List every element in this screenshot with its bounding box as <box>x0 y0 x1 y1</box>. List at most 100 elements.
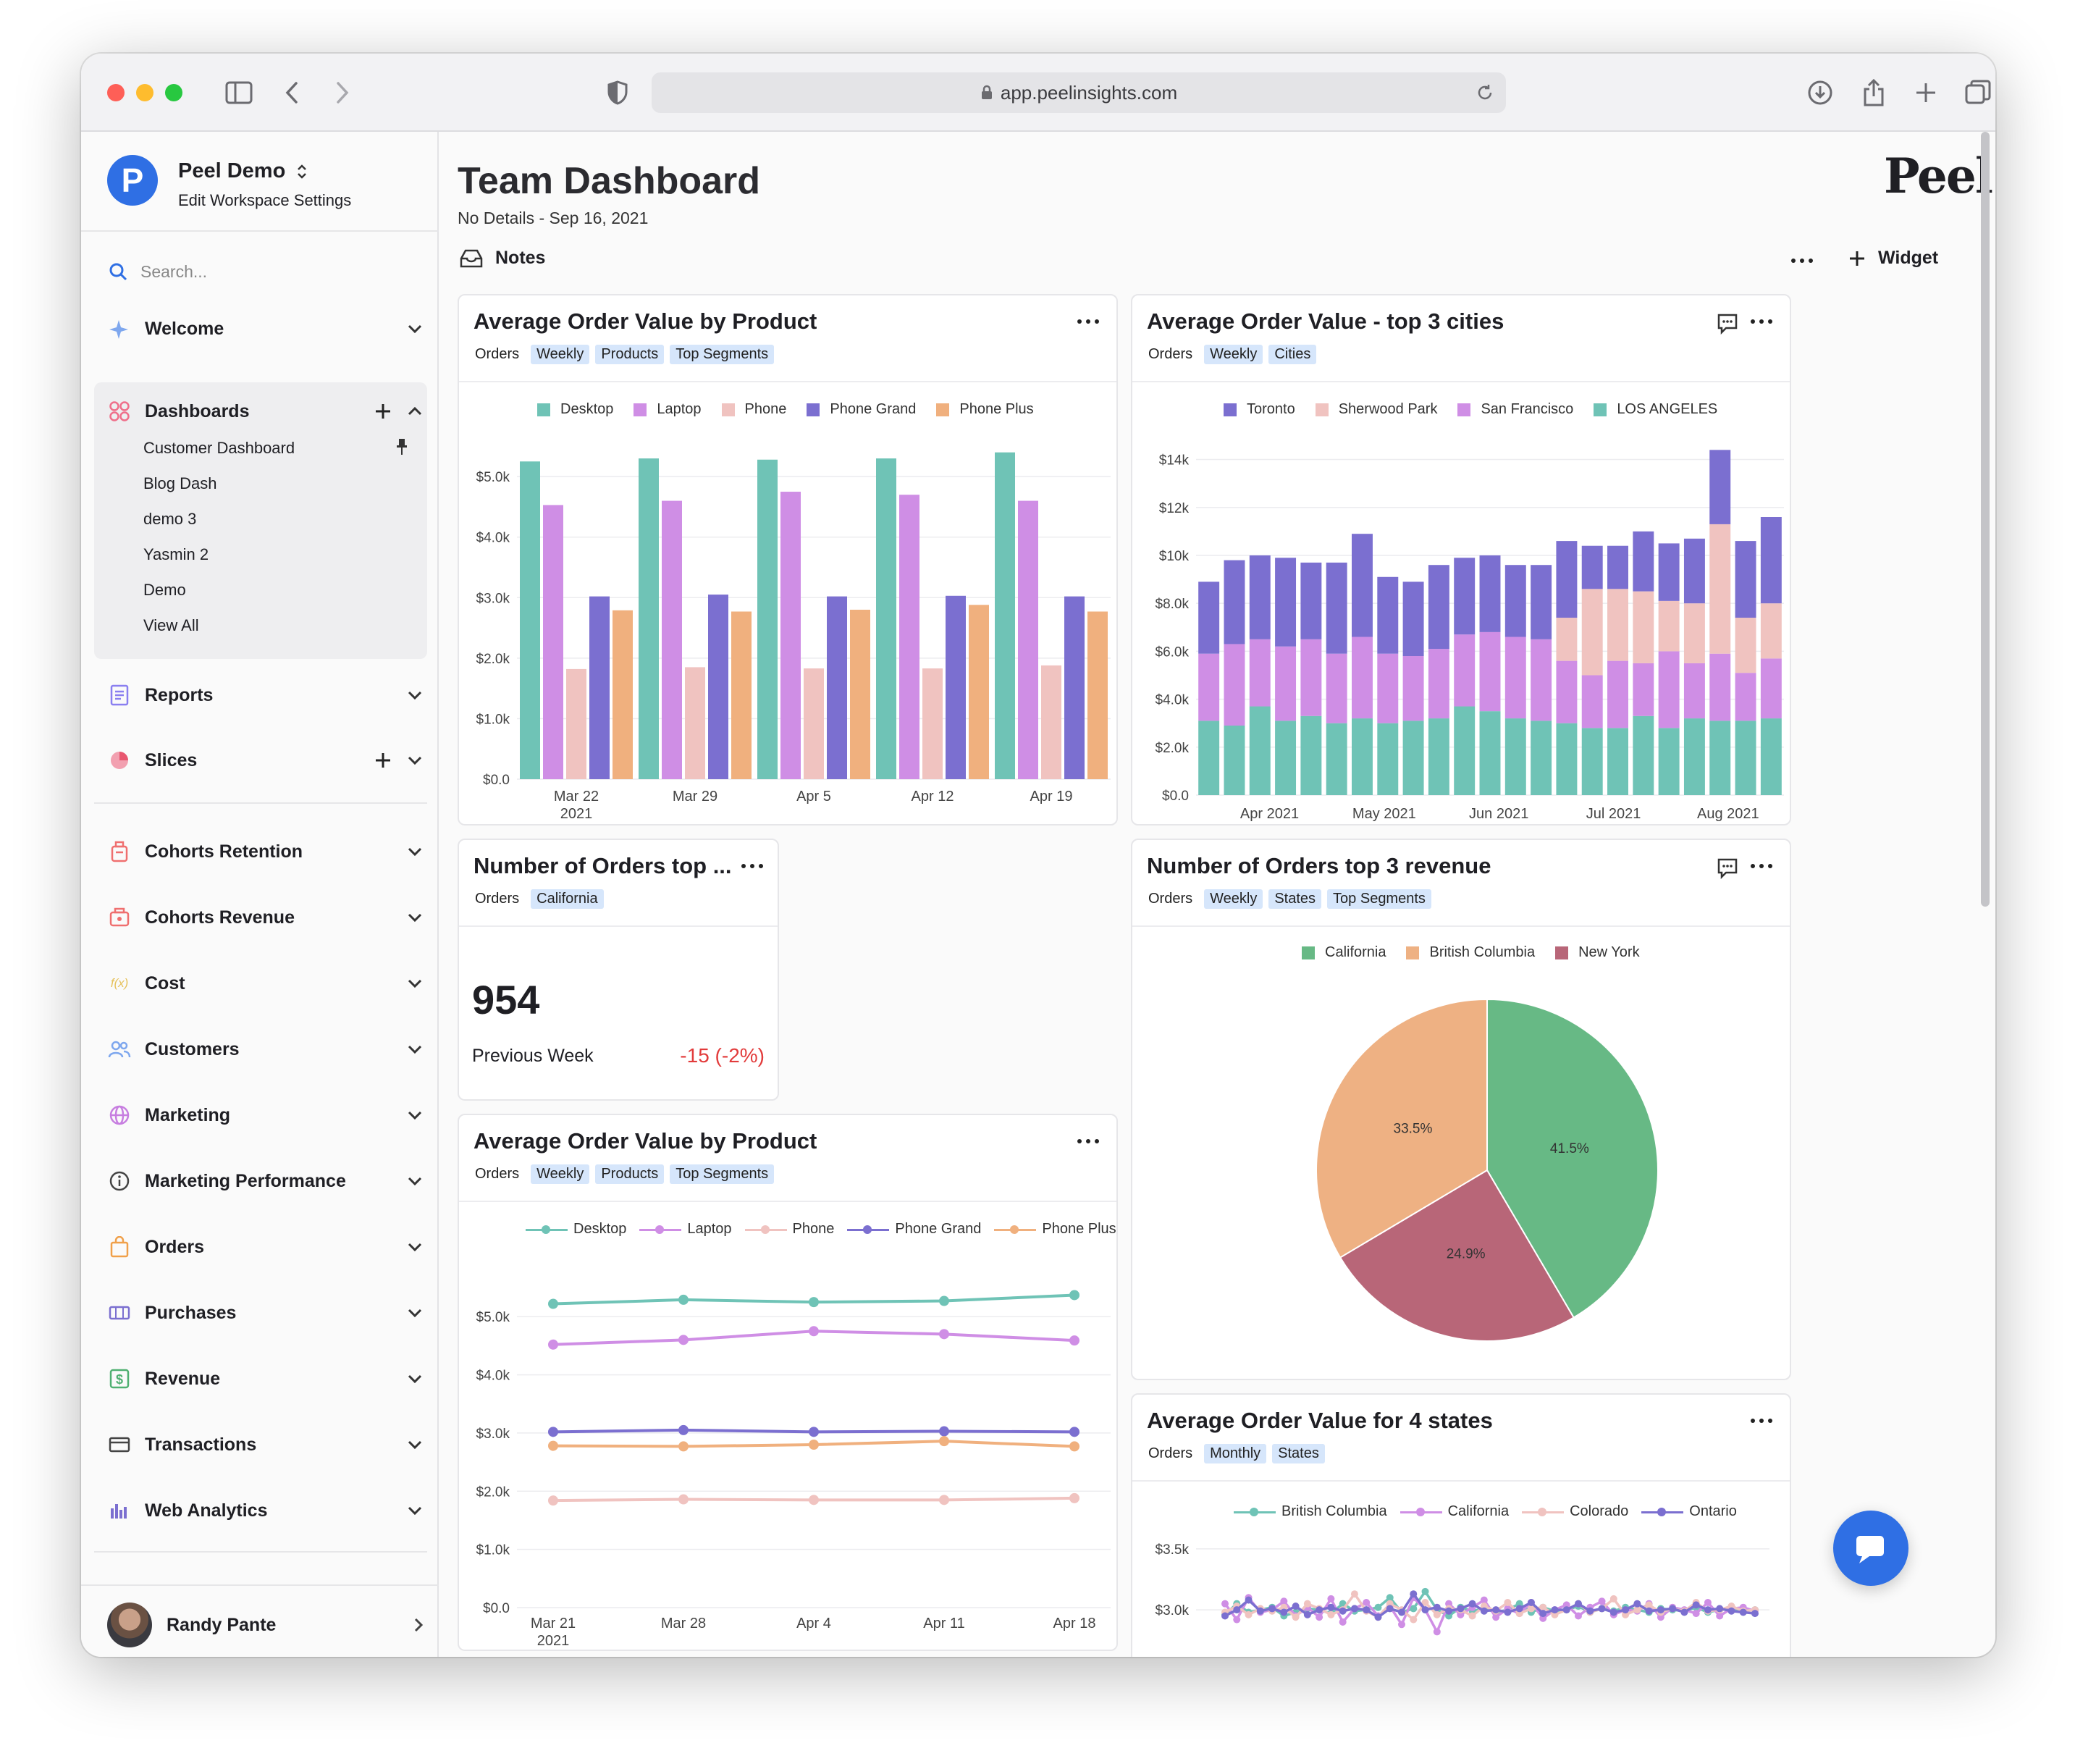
legend-item[interactable]: Colorado <box>1522 1503 1628 1520</box>
nav-marketing-performance[interactable]: Marketing Performance <box>107 1161 426 1201</box>
nav-reports[interactable]: Reports <box>107 675 426 715</box>
add-widget-button[interactable]: Widget <box>1848 248 1938 269</box>
chevron-down-icon[interactable] <box>404 1104 426 1126</box>
privacy-shield-icon[interactable] <box>605 78 630 107</box>
nav-cohorts-revenue[interactable]: Cohorts Revenue <box>107 897 426 938</box>
dashboard-item-demo-3[interactable]: demo 3 <box>143 510 197 528</box>
nav-cost[interactable]: f(x) Cost <box>107 963 426 1004</box>
legend-item[interactable]: Desktop <box>537 401 613 418</box>
comment-icon[interactable] <box>1716 313 1739 335</box>
sidebar-toggle-icon[interactable] <box>223 78 255 107</box>
chevron-down-icon[interactable] <box>404 684 426 706</box>
legend-item[interactable]: LOS ANGELES <box>1594 401 1717 418</box>
nav-web-analytics[interactable]: Web Analytics <box>107 1490 426 1531</box>
chevron-down-icon[interactable] <box>404 907 426 928</box>
stacked-bar-san-francisco <box>1658 651 1680 728</box>
chat-support-button[interactable] <box>1833 1511 1908 1586</box>
y-tick-label: $0.0 <box>1162 789 1189 804</box>
user-menu[interactable]: Randy Pante <box>107 1602 426 1648</box>
pin-icon[interactable] <box>395 437 408 456</box>
dashboard-more-button[interactable] <box>1791 253 1820 268</box>
chevron-down-icon[interactable] <box>404 1038 426 1060</box>
search-input[interactable]: Search... <box>109 253 420 290</box>
chevron-down-icon[interactable] <box>404 1434 426 1456</box>
chevron-down-icon[interactable] <box>404 1368 426 1390</box>
chevron-down-icon[interactable] <box>404 841 426 862</box>
legend-item[interactable]: California <box>1302 944 1386 961</box>
dashboard-item-customer-dashboard[interactable]: Customer Dashboard <box>143 439 295 457</box>
legend-item[interactable]: California <box>1400 1503 1509 1520</box>
legend-item[interactable]: Phone Grand <box>807 401 916 418</box>
nav-revenue[interactable]: $ Revenue <box>107 1358 426 1399</box>
chevron-down-icon[interactable] <box>404 1236 426 1258</box>
add-icon[interactable] <box>374 402 392 421</box>
stacked-bar-toronto <box>1683 538 1705 604</box>
legend-item[interactable]: Phone <box>721 401 786 418</box>
edit-workspace-settings-link[interactable]: Edit Workspace Settings <box>178 191 352 209</box>
legend-item[interactable]: Phone Plus <box>994 1221 1116 1238</box>
legend-item[interactable]: British Columbia <box>1234 1503 1387 1520</box>
legend-item[interactable]: Sherwood Park <box>1315 401 1437 418</box>
nav-dashboards[interactable]: Dashboards <box>107 391 426 432</box>
back-icon[interactable] <box>281 78 303 107</box>
nav-cohorts-retention[interactable]: Cohorts Retention <box>107 831 426 872</box>
bar-desktop <box>995 452 1015 779</box>
maximize-window-button[interactable] <box>165 84 182 101</box>
nav-customers[interactable]: Customers <box>107 1029 426 1070</box>
line-point <box>1398 1608 1405 1616</box>
dashboard-item-view-all[interactable]: View All <box>143 616 199 634</box>
nav-welcome[interactable]: Welcome <box>107 308 426 349</box>
widget-more-button[interactable] <box>1077 1134 1106 1148</box>
dashboard-item-yasmin-2[interactable]: Yasmin 2 <box>143 545 209 563</box>
workspace-logo[interactable]: P <box>107 155 158 206</box>
line-point <box>1457 1605 1465 1613</box>
forward-icon[interactable] <box>332 78 353 107</box>
share-icon[interactable] <box>1859 78 1888 107</box>
chevron-down-icon[interactable] <box>404 1170 426 1192</box>
close-window-button[interactable] <box>107 84 125 101</box>
dashboard-item-blog-dash[interactable]: Blog Dash <box>143 474 217 492</box>
nav-slices[interactable]: Slices <box>107 740 426 781</box>
y-tick-label: $4.0k <box>476 1369 510 1384</box>
address-bar[interactable]: app.peelinsights.com <box>652 72 1506 113</box>
minimize-window-button[interactable] <box>136 84 153 101</box>
add-icon[interactable] <box>374 751 392 770</box>
legend-item[interactable]: New York <box>1555 944 1640 961</box>
reload-icon[interactable] <box>1476 83 1494 102</box>
scrollbar-thumb[interactable] <box>1981 132 1990 907</box>
legend-item[interactable]: Phone Plus <box>936 401 1034 418</box>
tag: Orders <box>1148 1445 1193 1461</box>
nav-purchases[interactable]: Purchases <box>107 1293 426 1333</box>
chevron-down-icon[interactable] <box>404 318 426 340</box>
legend-item[interactable]: Phone <box>744 1221 834 1238</box>
chevron-down-icon[interactable] <box>404 749 426 771</box>
notes-button[interactable]: Notes <box>459 248 545 269</box>
download-icon[interactable] <box>1806 78 1835 107</box>
comment-icon[interactable] <box>1716 857 1739 879</box>
legend-item[interactable]: Laptop <box>634 401 702 418</box>
nav-orders[interactable]: Orders <box>107 1227 426 1267</box>
legend-item[interactable]: Laptop <box>639 1221 732 1238</box>
legend-item[interactable]: Desktop <box>526 1221 626 1238</box>
bar-phone-grand <box>946 595 966 779</box>
widget-more-button[interactable] <box>1751 314 1780 329</box>
legend-item[interactable]: Toronto <box>1224 401 1295 418</box>
nav-marketing[interactable]: Marketing <box>107 1095 426 1135</box>
workspace-switcher[interactable]: Peel Demo <box>178 159 308 183</box>
nav-transactions[interactable]: Transactions <box>107 1424 426 1465</box>
widget-more-button[interactable] <box>1751 1414 1780 1428</box>
chevron-down-icon[interactable] <box>404 1500 426 1521</box>
legend-item[interactable]: Phone Grand <box>847 1221 981 1238</box>
legend-item[interactable]: British Columbia <box>1406 944 1535 961</box>
dashboard-item-demo[interactable]: Demo <box>143 581 186 599</box>
chevron-down-icon[interactable] <box>404 1302 426 1324</box>
new-tab-icon[interactable] <box>1913 78 1939 107</box>
widget-more-button[interactable] <box>1077 314 1106 329</box>
widget-more-button[interactable] <box>1751 859 1780 873</box>
widget-more-button[interactable] <box>741 859 770 873</box>
legend-item[interactable]: Ontario <box>1641 1503 1737 1520</box>
legend-item[interactable]: San Francisco <box>1457 401 1573 418</box>
chevron-down-icon[interactable] <box>404 973 426 994</box>
chevron-up-icon[interactable] <box>404 400 426 422</box>
tab-overview-icon[interactable] <box>1964 78 1992 107</box>
